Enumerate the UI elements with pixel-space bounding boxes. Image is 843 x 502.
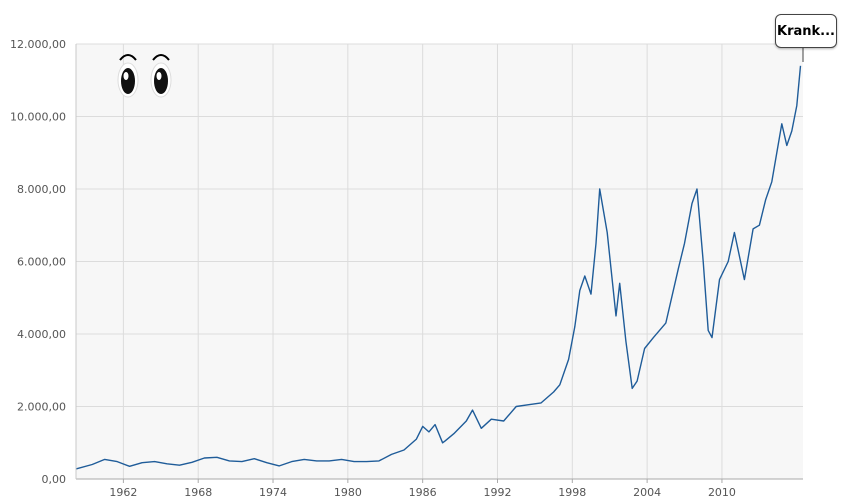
x-tick-labels: 1962 1968 1974 1980 1986 1992 1998 2004 2010 bbox=[109, 486, 736, 499]
x-tick-label: 1974 bbox=[259, 486, 287, 499]
x-tick-label: 2010 bbox=[708, 486, 736, 499]
annotation-badge: Krank... bbox=[775, 14, 837, 48]
y-tick-label: 6.000,00 bbox=[17, 256, 66, 269]
x-tick-label: 1998 bbox=[558, 486, 586, 499]
y-tick-label: 2.000,00 bbox=[17, 401, 66, 414]
x-gridlines bbox=[122, 44, 723, 483]
x-tick-label: 1980 bbox=[334, 486, 362, 499]
series-group bbox=[75, 65, 802, 470]
x-tick-label: 1962 bbox=[109, 486, 137, 499]
annotation-badge-label: Krank... bbox=[777, 23, 835, 39]
series-line bbox=[75, 65, 802, 470]
x-tick-label: 2004 bbox=[633, 486, 661, 499]
x-tick-label: 1992 bbox=[483, 486, 511, 499]
y-gridlines bbox=[76, 43, 803, 407]
y-tick-label: 10.000,00 bbox=[10, 111, 66, 124]
eyes-icon bbox=[117, 54, 172, 98]
y-tick-label: 8.000,00 bbox=[17, 183, 66, 196]
x-tick-label: 1968 bbox=[184, 486, 212, 499]
y-tick-label: 12.000,00 bbox=[10, 38, 66, 51]
y-tick-label: 4.000,00 bbox=[17, 328, 66, 341]
x-tick-label: 1986 bbox=[409, 486, 437, 499]
y-tick-labels: 0,00 2.000,00 4.000,00 6.000,00 8.000,00 10.0… bbox=[10, 38, 66, 486]
y-tick-label: 0,00 bbox=[42, 473, 67, 486]
